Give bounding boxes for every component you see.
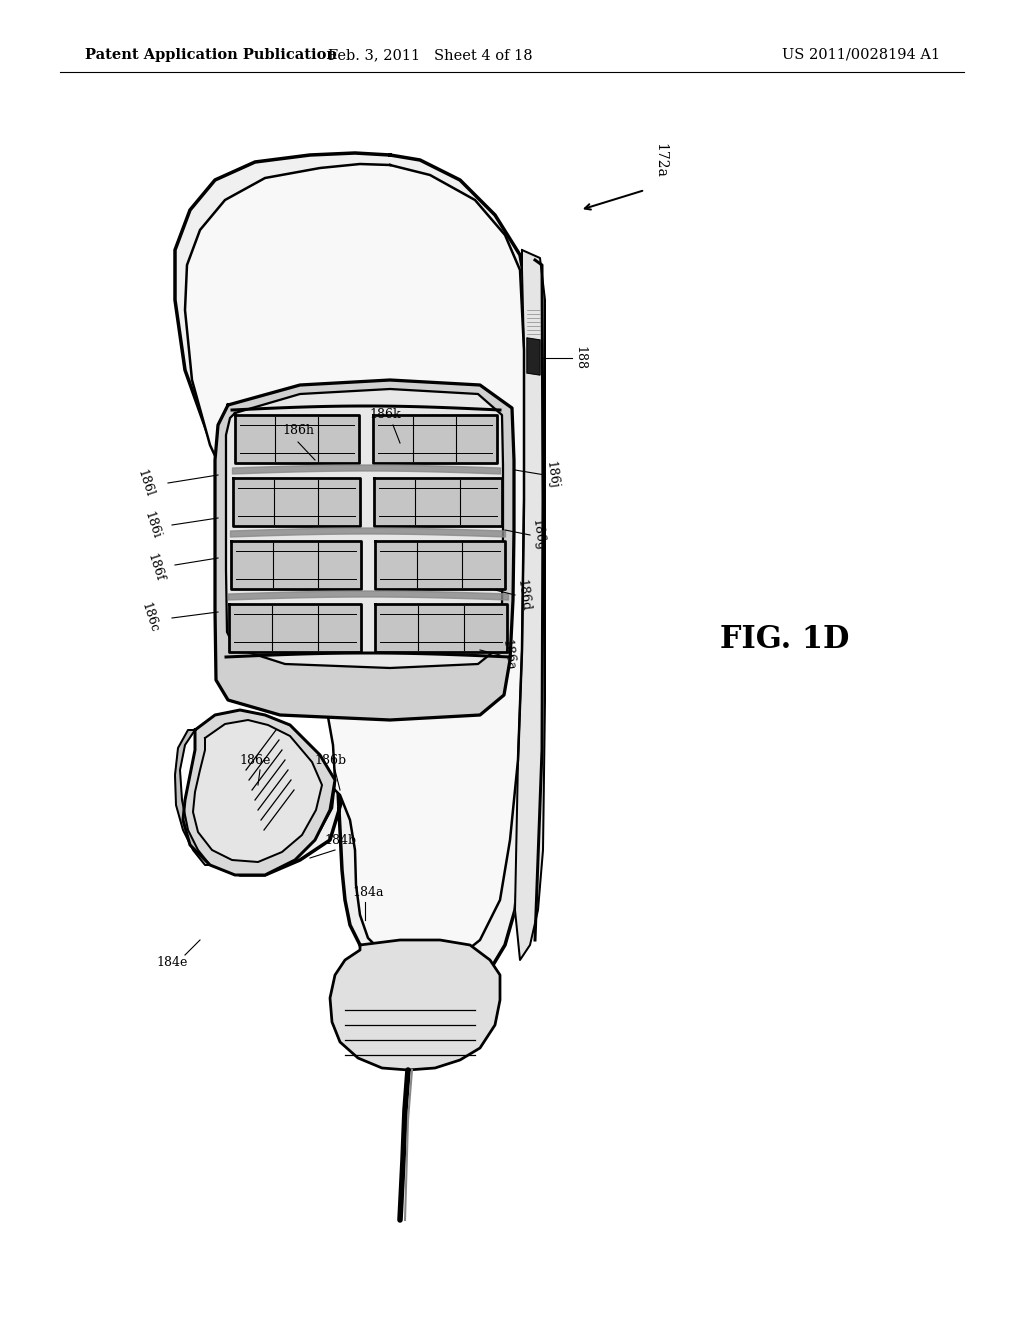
Text: 188: 188	[573, 346, 587, 370]
Text: 186h: 186h	[282, 424, 314, 437]
Polygon shape	[193, 719, 322, 862]
Text: 184b: 184b	[324, 833, 356, 846]
Polygon shape	[175, 153, 530, 990]
Text: Feb. 3, 2011   Sheet 4 of 18: Feb. 3, 2011 Sheet 4 of 18	[328, 48, 532, 62]
Polygon shape	[175, 730, 210, 865]
Polygon shape	[231, 541, 361, 589]
Polygon shape	[226, 389, 503, 668]
Text: 186d: 186d	[514, 578, 531, 611]
Polygon shape	[215, 380, 514, 719]
Text: 186b: 186b	[314, 754, 346, 767]
Polygon shape	[234, 414, 359, 463]
Text: 186l: 186l	[134, 467, 156, 499]
Text: FIG. 1D: FIG. 1D	[720, 624, 849, 656]
Text: 186k: 186k	[370, 408, 400, 421]
Text: 186e: 186e	[240, 754, 270, 767]
Polygon shape	[527, 338, 540, 375]
Text: 184a: 184a	[352, 886, 384, 899]
Polygon shape	[515, 249, 545, 960]
Text: 184e: 184e	[157, 956, 187, 969]
Polygon shape	[375, 541, 505, 589]
Text: 172a: 172a	[653, 143, 667, 177]
Polygon shape	[183, 710, 335, 875]
Polygon shape	[375, 605, 507, 652]
Polygon shape	[330, 940, 500, 1071]
Text: 186a: 186a	[500, 639, 517, 672]
Text: US 2011/0028194 A1: US 2011/0028194 A1	[782, 48, 940, 62]
Polygon shape	[233, 478, 360, 525]
Polygon shape	[374, 478, 502, 525]
Text: 186g: 186g	[529, 519, 547, 552]
Polygon shape	[229, 605, 361, 652]
Text: 186c: 186c	[139, 601, 161, 635]
Polygon shape	[373, 414, 497, 463]
Text: 186i: 186i	[141, 510, 163, 540]
Polygon shape	[185, 164, 524, 968]
Text: Patent Application Publication: Patent Application Publication	[85, 48, 337, 62]
Text: 186j: 186j	[544, 461, 560, 490]
Text: 186f: 186f	[144, 552, 166, 583]
